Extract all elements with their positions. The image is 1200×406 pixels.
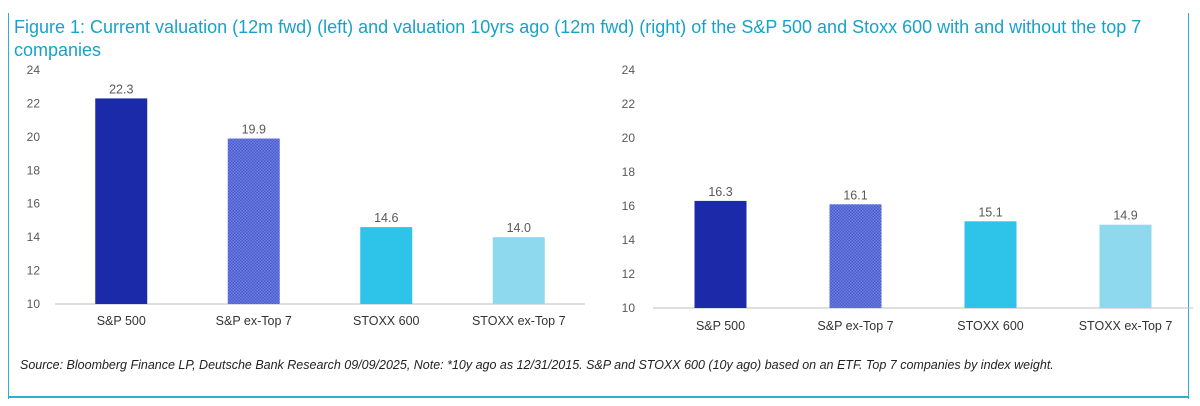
left-bar-2 <box>360 227 413 304</box>
left-ytick-0: 10 <box>27 297 41 311</box>
left-ytick-7: 24 <box>27 63 41 77</box>
right-ytick-0: 10 <box>622 301 636 315</box>
bottom-rule <box>8 396 1189 398</box>
left-ytick-5: 20 <box>27 130 41 144</box>
right-category-label-0: S&P 500 <box>696 319 745 333</box>
left-data-label-1: 19.9 <box>242 123 266 137</box>
left-bar-1 <box>227 138 280 304</box>
left-ytick-3: 16 <box>27 197 41 211</box>
right-data-label-0: 16.3 <box>708 185 732 199</box>
right-category-label-2: STOXX 600 <box>957 319 1024 333</box>
right-bar-1 <box>829 204 882 308</box>
right-ytick-7: 24 <box>622 63 636 77</box>
left-category-label-0: S&P 500 <box>97 314 146 328</box>
right-ytick-4: 18 <box>622 165 636 179</box>
chart-valuation-10yrs-ago: 10 12 14 16 18 20 22 24 16.3 S&P 500 16.1 S&P ex-To… <box>622 63 1193 333</box>
right-bar-3 <box>1099 224 1152 308</box>
figure-frame <box>8 13 1189 399</box>
right-ytick-2: 14 <box>622 233 636 247</box>
right-data-label-3: 14.9 <box>1113 209 1137 223</box>
right-ytick-5: 20 <box>622 131 636 145</box>
right-bar-0 <box>694 200 747 308</box>
right-category-label-3: STOXX ex-Top 7 <box>1079 319 1173 333</box>
left-data-label-2: 14.6 <box>374 211 398 225</box>
left-ytick-4: 18 <box>27 163 41 177</box>
source-note: Source: Bloomberg Finance LP, Deutsche B… <box>20 358 1054 372</box>
left-ytick-2: 14 <box>27 230 41 244</box>
chart-current-valuation: 10 12 14 16 18 20 22 24 22.3 S&P 500 19.9 S&P ex-To… <box>27 63 585 328</box>
right-category-label-1: S&P ex-Top 7 <box>817 319 893 333</box>
left-bar-3 <box>492 237 545 304</box>
right-data-label-2: 15.1 <box>978 205 1002 219</box>
left-category-label-1: S&P ex-Top 7 <box>216 314 292 328</box>
left-data-label-3: 14.0 <box>507 221 531 235</box>
left-ytick-6: 22 <box>27 96 41 110</box>
right-ytick-1: 12 <box>622 267 636 281</box>
right-bar-2 <box>964 221 1017 308</box>
left-bar-0 <box>95 98 148 304</box>
left-ytick-1: 12 <box>27 264 41 278</box>
right-data-label-1: 16.1 <box>843 188 867 202</box>
left-category-label-2: STOXX 600 <box>353 314 420 328</box>
left-data-label-0: 22.3 <box>109 82 133 96</box>
right-ytick-3: 16 <box>622 199 636 213</box>
right-ytick-6: 22 <box>622 97 636 111</box>
left-category-label-3: STOXX ex-Top 7 <box>472 314 566 328</box>
figure-title: Figure 1: Current valuation (12m fwd) (l… <box>14 17 1142 60</box>
